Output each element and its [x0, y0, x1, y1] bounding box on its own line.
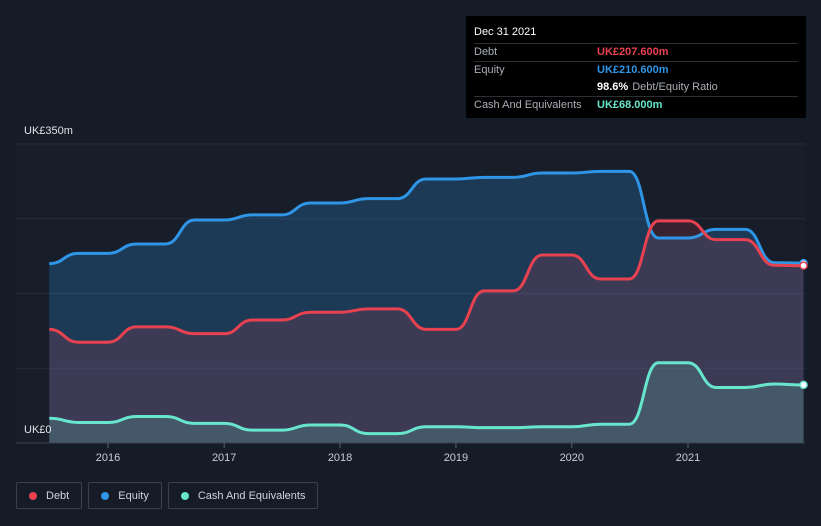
tooltip-row-ratio: 98.6% Debt/Equity Ratio: [474, 79, 798, 96]
end-markers: [799, 258, 808, 390]
tooltip-row-equity: Equity UK£210.600m: [474, 61, 798, 79]
area-equity: [49, 171, 804, 443]
tooltip-equity-value: UK£210.600m: [597, 64, 669, 76]
line-equity: [49, 169, 804, 266]
x-tick-label-2019: 2019: [444, 452, 468, 464]
legend-label-cash: Cash And Equivalents: [197, 489, 306, 502]
x-axis: 2016 2017 2018 2019 2020 2021: [16, 442, 805, 464]
legend-item-cash[interactable]: Cash And Equivalents: [167, 482, 319, 509]
tooltip-date: Dec 31 2021: [474, 26, 537, 38]
legend-item-equity[interactable]: Equity: [88, 482, 162, 509]
tooltip-row-debt: Debt UK£207.600m: [474, 43, 798, 61]
x-tick-label-2021: 2021: [676, 452, 700, 464]
tooltip-debt-value: UK£207.600m: [597, 46, 669, 58]
data-tooltip: Dec 31 2021 Debt UK£207.600m Equity UK£2…: [466, 16, 806, 118]
x-tick-label-2016: 2016: [96, 452, 120, 464]
tooltip-equity-label: Equity: [474, 64, 505, 76]
tooltip-cash-label: Cash And Equivalents: [474, 99, 582, 111]
y-axis-min-label: UK£0: [24, 424, 52, 436]
legend-label-debt: Debt: [46, 489, 70, 502]
x-tick-label-2018: 2018: [328, 452, 352, 464]
area-debt: [49, 220, 804, 443]
tooltip-row-cash: Cash And Equivalents UK£68.000m: [474, 96, 798, 114]
end-marker-debt: [799, 261, 808, 270]
series-lines: [49, 169, 804, 436]
line-cash-and-equivalents: [49, 361, 804, 436]
chart-legend: Debt Equity Cash And Equivalents: [16, 482, 319, 509]
end-marker-cash-and-equivalents: [799, 380, 808, 390]
x-tick-label-2017: 2017: [212, 452, 236, 464]
tooltip-ratio-label: Debt/Equity Ratio: [632, 81, 718, 93]
tooltip-cash-value: UK£68.000m: [597, 99, 663, 111]
legend-label-equity: Equity: [118, 489, 149, 502]
y-axis-max-label: UK£350m: [24, 125, 73, 137]
legend-item-debt[interactable]: Debt: [16, 482, 83, 509]
tooltip-ratio-value: 98.6%: [597, 81, 629, 93]
series-areas: [49, 171, 804, 443]
legend-dot-debt: [29, 491, 37, 500]
grid-lines: [16, 143, 805, 444]
x-tick-label-2020: 2020: [560, 452, 584, 464]
tooltip-debt-label: Debt: [474, 46, 498, 58]
legend-dot-equity: [101, 491, 110, 500]
line-debt: [49, 219, 804, 344]
legend-dot-cash: [180, 491, 189, 500]
